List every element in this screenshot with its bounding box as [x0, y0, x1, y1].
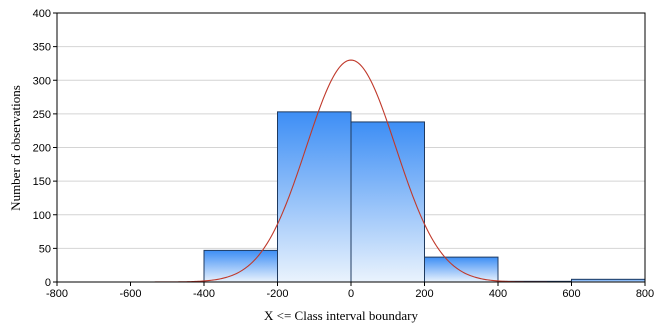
- normal-fit-curve: [145, 59, 557, 283]
- x-tick-label: -200: [266, 288, 288, 300]
- y-tick-label: 0: [45, 277, 51, 289]
- axes: [53, 12, 646, 286]
- x-axis-title: X <= Class interval boundary: [264, 308, 419, 323]
- x-tick-label: 600: [562, 288, 580, 300]
- y-tick-label: 50: [39, 243, 51, 255]
- y-tick-label: 400: [33, 8, 51, 20]
- histogram-bar: [277, 111, 352, 283]
- x-tick-label: -800: [46, 288, 68, 300]
- fitted-curve-layer: [145, 59, 557, 283]
- y-tick-label: 300: [33, 75, 51, 87]
- histogram-bar: [350, 121, 425, 283]
- y-tick-label: 100: [33, 210, 51, 222]
- x-tick-label: 800: [636, 288, 654, 300]
- x-tick-label: -600: [119, 288, 141, 300]
- x-tick-label: 200: [415, 288, 433, 300]
- x-tick-label: 400: [489, 288, 507, 300]
- x-tick-label: -400: [193, 288, 215, 300]
- y-axis-title: Number of observations: [8, 85, 23, 211]
- y-tick-label: 350: [33, 42, 51, 54]
- x-tick-label: 0: [348, 288, 354, 300]
- tick-labels: 0 50 100 150 200 250 300 350 400 -800 -600 -400 -200…: [33, 8, 655, 300]
- histogram-bar: [424, 256, 499, 283]
- y-tick-label: 200: [33, 143, 51, 155]
- y-tick-label: 150: [33, 176, 51, 188]
- histogram-bar: [203, 249, 278, 283]
- histogram-bars: [203, 111, 646, 283]
- y-tick-label: 250: [33, 109, 51, 121]
